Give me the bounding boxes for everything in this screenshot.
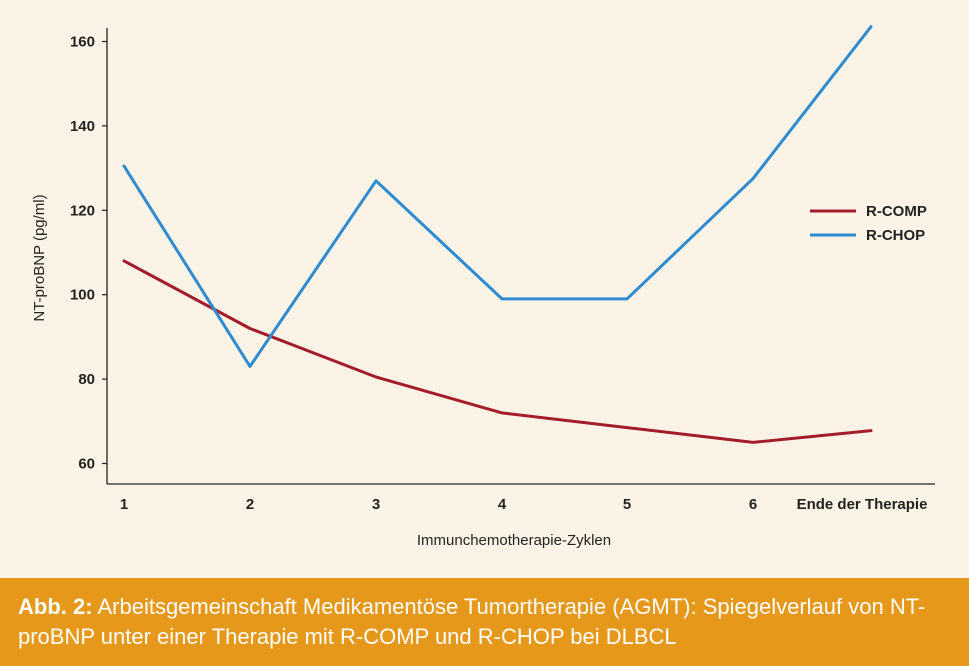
figure-caption: Abb. 2: Arbeitsgemeinschaft Medikamentös… (0, 578, 969, 666)
line-chart: 60 80 100 120 140 160 1 2 3 4 5 6 Ende der Therapie I… (31, 25, 935, 549)
chart-area: 60 80 100 120 140 160 1 2 3 4 5 6 Ende der Therapie I… (31, 25, 935, 549)
x-tick-label: 6 (749, 496, 757, 513)
x-tick-label: Ende der Therapie (797, 496, 928, 513)
caption-text: Arbeitsgemeinschaft Medikamentöse Tumort… (18, 594, 926, 649)
y-tick-label: 80 (78, 371, 95, 388)
x-tick-label: 2 (246, 496, 254, 513)
series-line-r-chop (122, 25, 873, 368)
x-tick-label: 5 (623, 496, 631, 513)
series-line-r-comp (122, 259, 873, 444)
y-axis-title: NT-proBNP (pg/ml) (31, 194, 48, 321)
x-tick-label: 1 (120, 496, 128, 513)
caption-label: Abb. 2: (18, 594, 93, 619)
y-tick-label: 60 (78, 456, 95, 473)
legend-label: R-CHOP (866, 227, 925, 244)
y-tick-label: 160 (70, 34, 95, 51)
legend-label: R-COMP (866, 203, 927, 220)
x-tick-label: 4 (498, 496, 507, 513)
y-tick-label: 100 (70, 287, 95, 304)
y-tick-label: 120 (70, 202, 95, 219)
x-tick-label: 3 (372, 496, 380, 513)
x-axis-title: Immunchemotherapie-Zyklen (417, 532, 611, 549)
y-tick-label: 140 (70, 118, 95, 135)
